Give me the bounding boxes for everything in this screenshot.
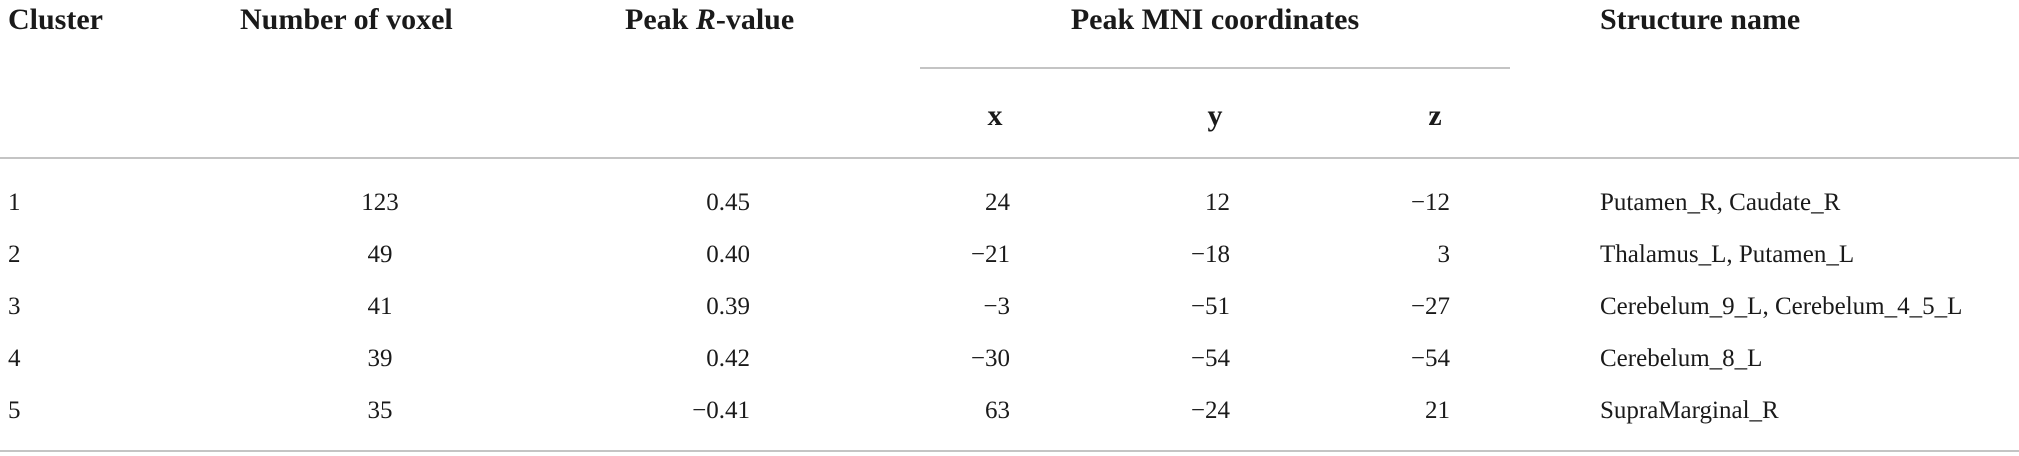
header-peak-r-italic: R xyxy=(695,3,716,36)
cell-voxels: 123 xyxy=(361,189,399,216)
header-z: z xyxy=(1428,99,1442,132)
cell-z: 3 xyxy=(1437,241,1451,268)
header-peak-r-value: Peak R-value xyxy=(625,2,794,38)
cell-peak-r: 0.42 xyxy=(706,345,750,372)
cell-peak-r: 0.40 xyxy=(706,241,750,268)
cell-voxels: 41 xyxy=(367,293,393,320)
cell-z: −12 xyxy=(1410,189,1450,216)
cell-voxels: 49 xyxy=(367,241,393,268)
cell-peak-r: −0.41 xyxy=(692,397,750,424)
header-cluster: Cluster xyxy=(8,3,103,36)
cell-structure: Putamen_R, Caudate_R xyxy=(1600,189,1841,216)
cell-structure: SupraMarginal_R xyxy=(1600,397,1779,424)
header-structure-name: Structure name xyxy=(1600,3,1801,36)
mni-group-rule xyxy=(920,67,1510,69)
cell-x: 24 xyxy=(985,189,1010,216)
cell-structure: Cerebelum_9_L, Cerebelum_4_5_L xyxy=(1600,293,1963,320)
cell-cluster: 3 xyxy=(8,293,21,320)
cell-cluster: 1 xyxy=(8,189,21,216)
cell-z: 21 xyxy=(1425,397,1450,424)
cell-y: −24 xyxy=(1190,397,1230,424)
cell-peak-r: 0.39 xyxy=(706,293,750,320)
cell-cluster: 2 xyxy=(8,241,21,268)
cell-cluster: 4 xyxy=(8,345,21,372)
header-peak-r-suffix: -value xyxy=(715,3,795,36)
cell-peak-r: 0.45 xyxy=(706,189,750,216)
cell-z: −27 xyxy=(1410,293,1450,320)
cell-structure: Thalamus_L, Putamen_L xyxy=(1600,241,1855,268)
header-peak-r-prefix: Peak xyxy=(625,3,696,36)
header-number-of-voxel: Number of voxel xyxy=(240,3,453,36)
cell-x: 63 xyxy=(985,397,1010,424)
cell-x: −30 xyxy=(970,345,1010,372)
cell-structure: Cerebelum_8_L xyxy=(1600,345,1763,372)
cell-x: −21 xyxy=(970,241,1010,268)
cell-voxels: 35 xyxy=(367,397,393,424)
bottom-rule xyxy=(0,450,2019,452)
cell-y: −54 xyxy=(1190,345,1230,372)
cell-cluster: 5 xyxy=(8,397,21,424)
header-x: x xyxy=(987,99,1003,132)
header-peak-mni-coordinates: Peak MNI coordinates xyxy=(1070,3,1360,36)
cell-y: −18 xyxy=(1190,241,1230,268)
cell-y: 12 xyxy=(1205,189,1230,216)
header-y: y xyxy=(1207,99,1223,132)
cell-voxels: 39 xyxy=(367,345,393,372)
cell-x: −3 xyxy=(983,293,1010,320)
header-rule xyxy=(0,157,2019,159)
cell-y: −51 xyxy=(1190,293,1230,320)
cell-z: −54 xyxy=(1410,345,1450,372)
